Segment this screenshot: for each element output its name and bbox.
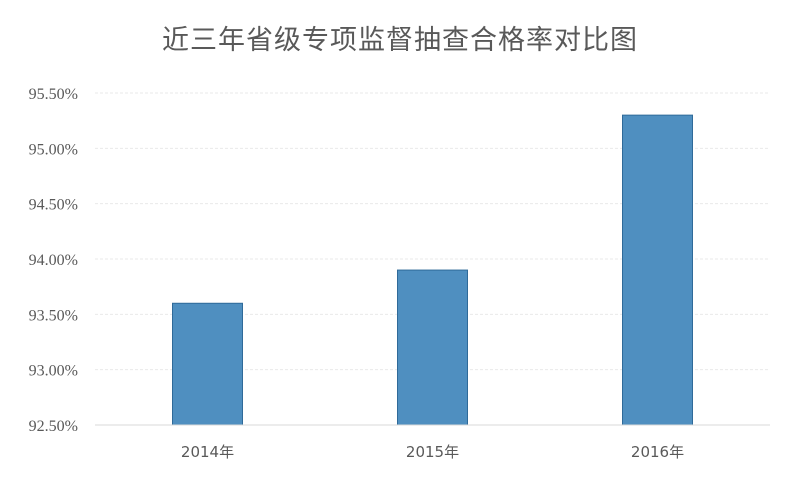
y-tick-label: 95.00% <box>29 141 78 158</box>
x-tick-label: 2014年 <box>181 443 234 461</box>
x-tick-label: 2016年 <box>631 443 684 461</box>
bar-2 <box>397 269 468 426</box>
x-tick-label: 2015年 <box>406 443 459 461</box>
y-tick-label: 95.50% <box>29 86 78 103</box>
chart-title: 近三年省级专项监督抽查合格率对比图 <box>162 25 638 56</box>
y-tick-label: 94.50% <box>29 197 78 214</box>
bar-1 <box>172 302 243 426</box>
y-tick-label: 92.50% <box>29 418 78 435</box>
bar-3 <box>622 114 693 426</box>
y-tick-label: 93.00% <box>29 363 78 380</box>
y-tick-label: 93.50% <box>29 307 78 324</box>
y-tick-label: 94.00% <box>29 252 78 269</box>
